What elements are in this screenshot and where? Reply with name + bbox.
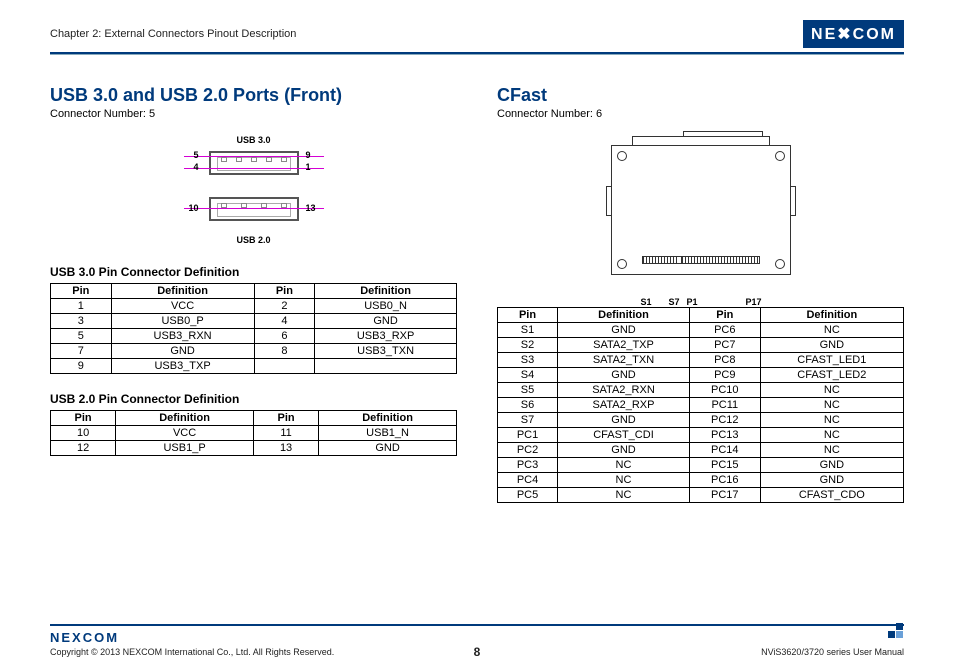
table-row: 5USB3_RXN6USB3_RXP (51, 329, 457, 344)
table-header: Definition (111, 284, 254, 299)
table-header: Definition (315, 284, 457, 299)
cfast-table: PinDefinitionPinDefinitionS1GNDPC6NCS2SA… (497, 307, 904, 503)
table-row: S5SATA2_RXNPC10NC (498, 383, 904, 398)
usb30-label: USB 3.0 (236, 135, 270, 145)
table-row: S3SATA2_TXNPC8CFAST_LED1 (498, 353, 904, 368)
usb30-table: PinDefinitionPinDefinition1VCC2USB0_N3US… (50, 283, 457, 374)
table-row: PC2GNDPC14NC (498, 443, 904, 458)
usb20-label: USB 2.0 (236, 235, 270, 245)
usb-diagram: USB 3.0 5 4 9 1 10 13 USB 2.0 (50, 135, 457, 245)
usb30-table-title: USB 3.0 Pin Connector Definition (50, 265, 457, 279)
cfast-diagram: S1 S7 P1 P17 (601, 135, 801, 295)
table-row: S4GNDPC9CFAST_LED2 (498, 368, 904, 383)
chapter-title: Chapter 2: External Connectors Pinout De… (50, 28, 296, 40)
table-row: 12USB1_P13GND (51, 441, 457, 456)
copyright: Copyright © 2013 NEXCOM International Co… (50, 647, 334, 657)
usb30-port (209, 151, 299, 175)
table-row: 3USB0_P4GND (51, 314, 457, 329)
usb20-table-title: USB 2.0 Pin Connector Definition (50, 392, 457, 406)
table-header: Pin (51, 284, 112, 299)
table-row: S2SATA2_TXPPC7GND (498, 338, 904, 353)
top-rule (50, 52, 904, 55)
cfast-subtitle: Connector Number: 6 (497, 108, 904, 120)
corner-icon (888, 623, 904, 639)
table-row: 1VCC2USB0_N (51, 299, 457, 314)
usb-subtitle: Connector Number: 5 (50, 108, 457, 120)
table-header: Pin (253, 411, 318, 426)
table-header: Pin (254, 284, 315, 299)
left-column: USB 3.0 and USB 2.0 Ports (Front) Connec… (50, 85, 457, 521)
usb-title: USB 3.0 and USB 2.0 Ports (Front) (50, 85, 457, 106)
table-header: Definition (760, 308, 903, 323)
table-header: Pin (689, 308, 760, 323)
cfast-title: CFast (497, 85, 904, 106)
table-row: S1GNDPC6NC (498, 323, 904, 338)
table-row: 9USB3_TXP (51, 359, 457, 374)
table-row: PC1CFAST_CDIPC13NC (498, 428, 904, 443)
right-column: CFast Connector Number: 6 S1 S7 (497, 85, 904, 521)
table-header: Pin (51, 411, 116, 426)
table-row: S6SATA2_RXPPC11NC (498, 398, 904, 413)
table-row: 7GND8USB3_TXN (51, 344, 457, 359)
table-header: Definition (116, 411, 254, 426)
usb20-port (209, 197, 299, 221)
page-number: 8 (474, 645, 481, 659)
table-row: PC5NCPC17CFAST_CDO (498, 488, 904, 503)
table-row: 10VCC11USB1_N (51, 426, 457, 441)
table-row: PC4NCPC16GND (498, 473, 904, 488)
table-header: Definition (319, 411, 457, 426)
usb20-table: PinDefinitionPinDefinition10VCC11USB1_N1… (50, 410, 457, 456)
table-header: Pin (498, 308, 558, 323)
footer: NEXCOM Copyright © 2013 NEXCOM Internati… (50, 624, 904, 657)
table-row: S7GNDPC12NC (498, 413, 904, 428)
brand-logo: NE✖COM (803, 20, 904, 48)
table-header: Definition (558, 308, 690, 323)
footer-logo: NEXCOM (50, 630, 119, 645)
table-row: PC3NCPC15GND (498, 458, 904, 473)
manual-name: NViS3620/3720 series User Manual (761, 647, 904, 657)
